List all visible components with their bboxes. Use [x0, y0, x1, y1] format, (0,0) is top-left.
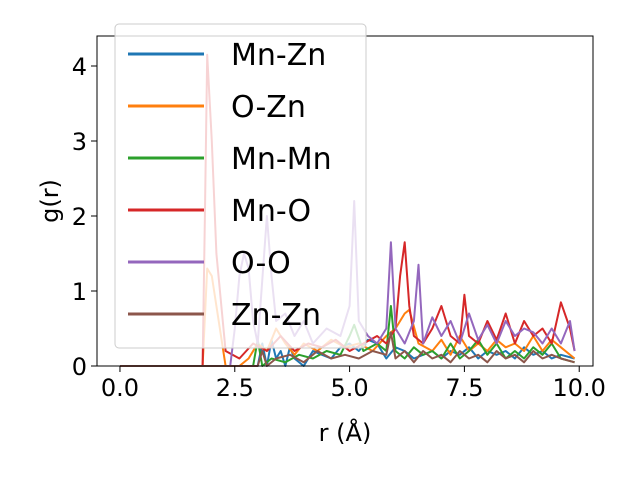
- y-axis-ticks: 0 1 2 3 4: [72, 53, 97, 381]
- x-tick-label: 10.0: [553, 374, 606, 402]
- legend-label-mn-zn: Mn-Zn: [231, 38, 326, 73]
- y-axis-label: g(r): [36, 179, 64, 223]
- series-line-mn-mn: [120, 305, 575, 367]
- y-tick-label: 1: [72, 278, 87, 306]
- x-tick-label: 2.5: [216, 374, 254, 402]
- x-tick-label: 7.5: [445, 374, 483, 402]
- y-tick-label: 0: [72, 353, 87, 381]
- legend-label-mn-mn: Mn-Mn: [231, 142, 332, 177]
- series-line-mn-o: [120, 53, 576, 367]
- y-tick-label: 3: [72, 128, 87, 156]
- legend: Mn-Zn O-Zn Mn-Mn Mn-O O-O Zn-Zn: [114, 23, 367, 349]
- legend-label-zn-zn: Zn-Zn: [231, 298, 321, 333]
- y-tick-label: 2: [72, 203, 87, 231]
- x-axis-ticks: 0.0 2.5 5.0 7.5 10.0: [101, 366, 606, 402]
- series-line-zn-zn: [120, 331, 575, 367]
- legend-label-mn-o: Mn-O: [231, 194, 311, 229]
- x-tick-label: 5.0: [331, 374, 369, 402]
- x-axis-label: r (Å): [319, 418, 372, 447]
- legend-label-o-o: O-O: [231, 246, 291, 281]
- x-tick-label: 0.0: [101, 374, 139, 402]
- legend-items: Mn-Zn O-Zn Mn-Mn Mn-O O-O Zn-Zn: [128, 38, 332, 333]
- legend-label-o-zn: O-Zn: [231, 90, 306, 125]
- y-tick-label: 4: [72, 53, 87, 81]
